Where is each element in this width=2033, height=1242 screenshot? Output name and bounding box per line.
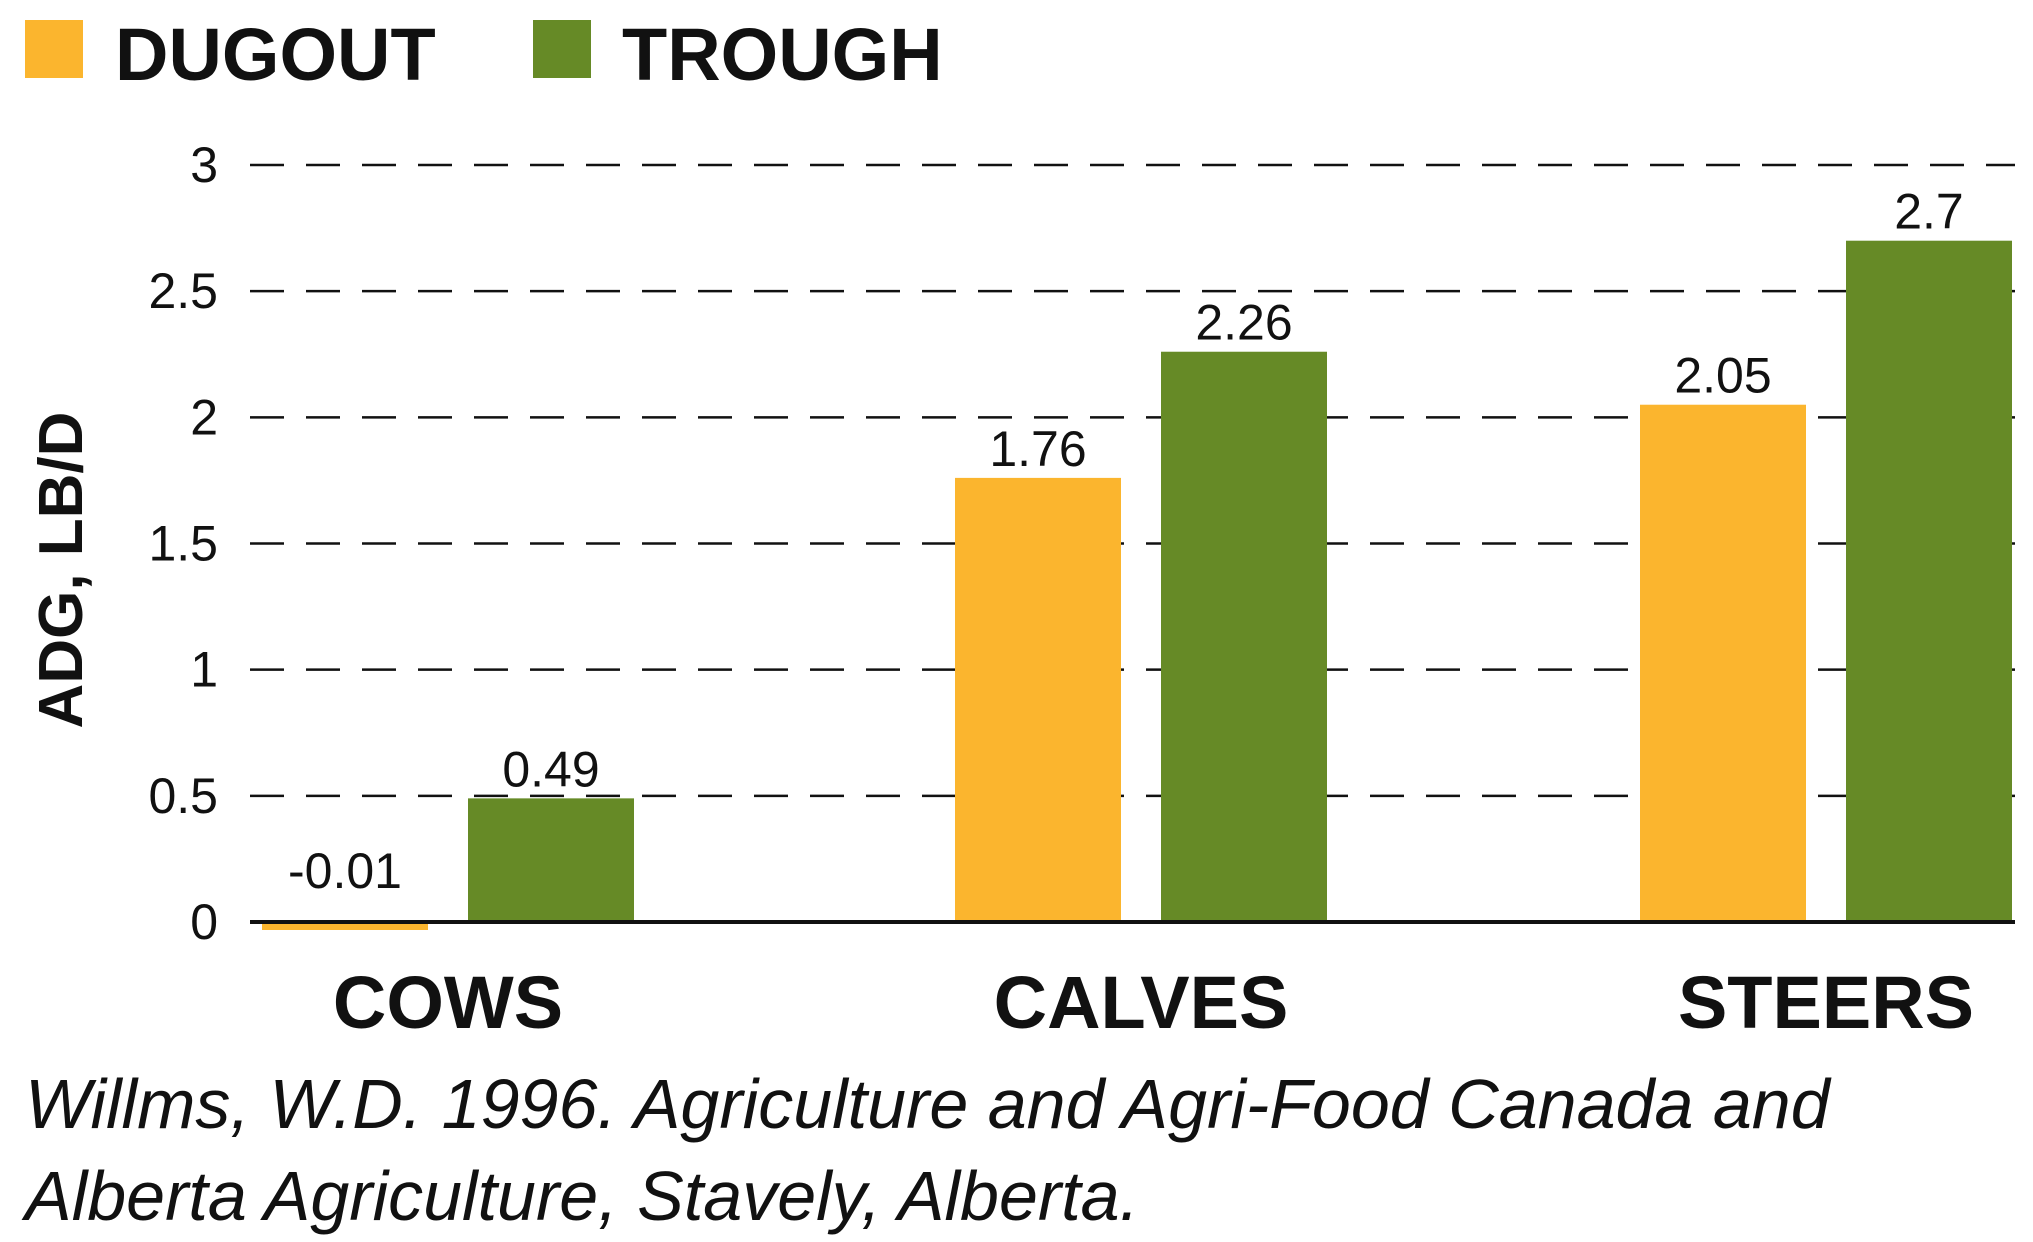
data-label-dugout-calves: 1.76 <box>989 421 1086 477</box>
source-line-2: Alberta Agriculture, Stavely, Alberta. <box>21 1157 1139 1235</box>
data-label-trough-cows: 0.49 <box>502 741 599 797</box>
data-labels: -0.01 0.49 1.76 2.26 2.05 2.7 <box>288 184 1964 899</box>
bar-trough-steers <box>1846 240 2012 922</box>
legend-label-dugout: DUGOUT <box>115 13 436 96</box>
y-tick-label: 3 <box>190 137 218 193</box>
legend-label-trough: TROUGH <box>622 13 943 96</box>
data-label-trough-calves: 2.26 <box>1195 295 1292 351</box>
category-label-steers: STEERS <box>1678 961 1974 1044</box>
y-axis-label: ADG, LB/D <box>27 412 96 729</box>
y-tick-label: 0 <box>190 894 218 950</box>
y-tick-label: 1 <box>190 642 218 698</box>
y-tick-labels: 0 0.5 1 1.5 2 2.5 3 <box>148 137 218 950</box>
category-label-calves: CALVES <box>994 961 1289 1044</box>
legend: DUGOUT TROUGH <box>25 13 943 96</box>
bar-dugout-steers <box>1640 404 1806 922</box>
source-line-1: Willms, W.D. 1996. Agriculture and Agri-… <box>25 1065 1832 1143</box>
y-tick-label: 1.5 <box>148 516 218 572</box>
data-label-dugout-cows: -0.01 <box>288 843 402 899</box>
legend-swatch-dugout <box>25 20 83 78</box>
bar-dugout-calves <box>955 477 1121 922</box>
y-tick-label: 2.5 <box>148 263 218 319</box>
bars <box>262 240 2012 930</box>
legend-swatch-trough <box>533 20 591 78</box>
data-label-trough-steers: 2.7 <box>1894 184 1964 240</box>
y-tick-label: 0.5 <box>148 768 218 824</box>
category-labels: COWS CALVES STEERS <box>333 961 1974 1044</box>
data-label-dugout-steers: 2.05 <box>1674 348 1771 404</box>
y-tick-label: 2 <box>190 389 218 445</box>
bar-dugout-cows <box>262 922 428 930</box>
bar-trough-calves <box>1161 351 1327 922</box>
bar-trough-cows <box>468 798 634 922</box>
category-label-cows: COWS <box>333 961 563 1044</box>
